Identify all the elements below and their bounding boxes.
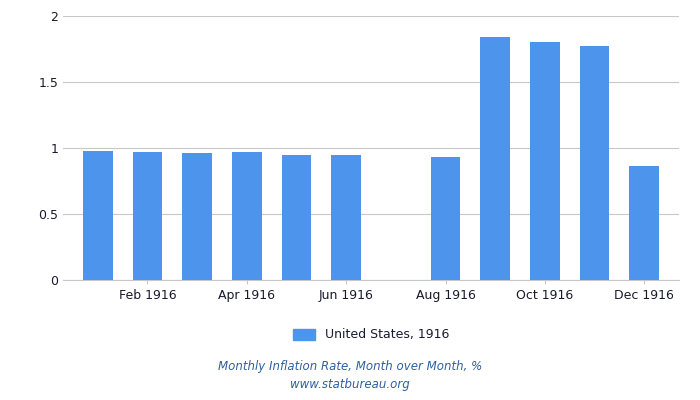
Legend: United States, 1916: United States, 1916 xyxy=(293,328,449,342)
Bar xyxy=(331,154,361,280)
Bar xyxy=(629,166,659,280)
Bar xyxy=(232,152,262,280)
Bar xyxy=(530,42,560,280)
Bar xyxy=(132,152,162,280)
Text: www.statbureau.org: www.statbureau.org xyxy=(290,378,410,391)
Bar xyxy=(580,46,610,280)
Bar xyxy=(182,153,212,280)
Text: Monthly Inflation Rate, Month over Month, %: Monthly Inflation Rate, Month over Month… xyxy=(218,360,482,373)
Bar xyxy=(83,151,113,280)
Bar xyxy=(281,154,312,280)
Bar xyxy=(480,37,510,280)
Bar xyxy=(430,157,461,280)
